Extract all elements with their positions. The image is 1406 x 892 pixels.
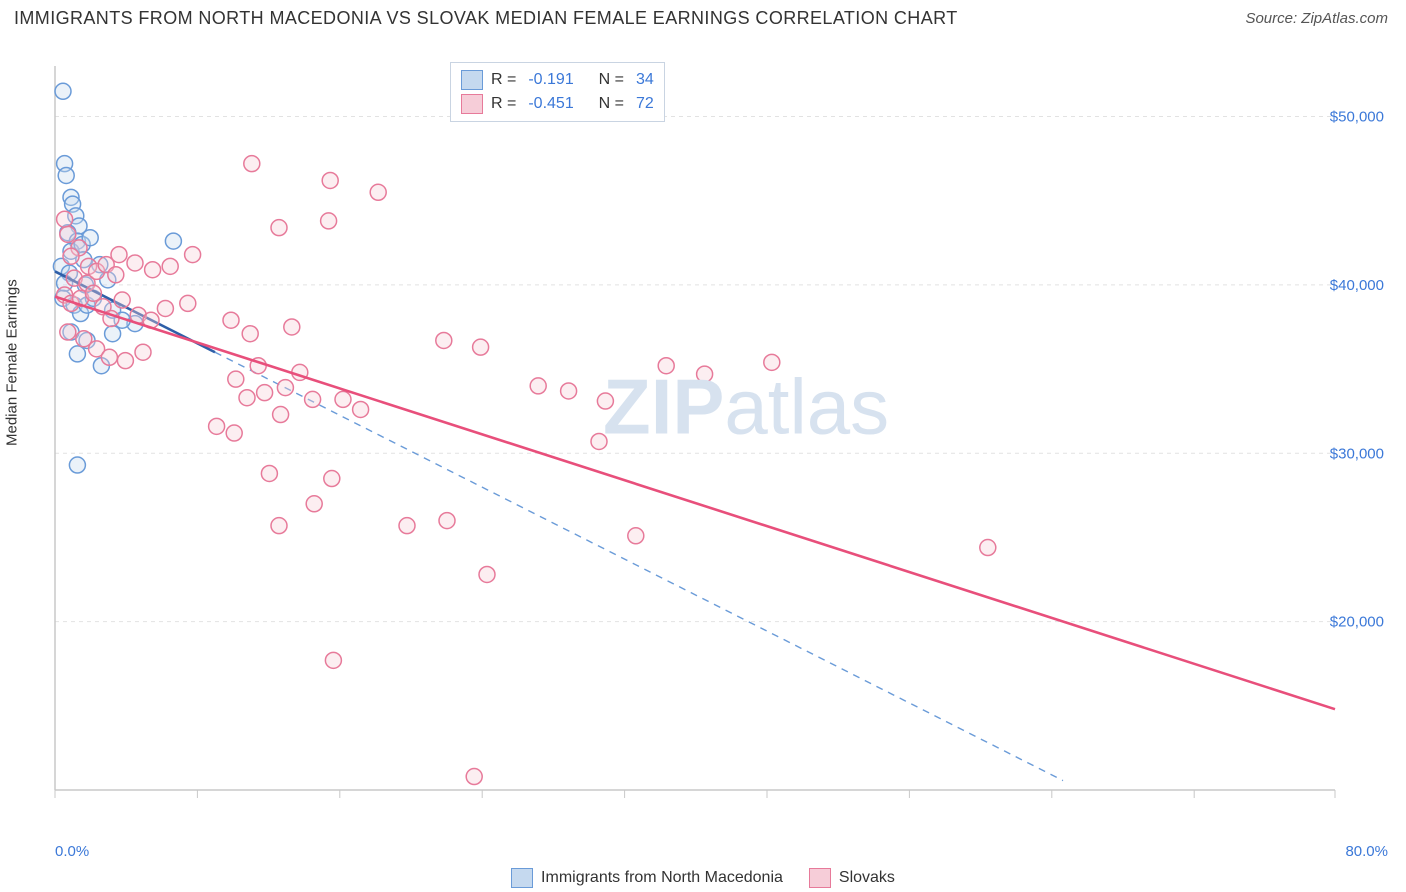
swatch-icon	[461, 70, 483, 90]
legend-item: Immigrants from North Macedonia	[511, 868, 783, 888]
swatch-icon	[461, 94, 483, 114]
title-bar: IMMIGRANTS FROM NORTH MACEDONIA VS SLOVA…	[0, 0, 1406, 33]
x-axis-max-label: 80.0%	[1345, 843, 1388, 860]
svg-text:$20,000: $20,000	[1330, 614, 1384, 631]
legend-stats-row: R = -0.451 N = 72	[461, 92, 654, 116]
svg-text:$30,000: $30,000	[1330, 445, 1384, 462]
swatch-icon	[809, 868, 831, 888]
legend-stats-row: R = -0.191 N = 34	[461, 68, 654, 92]
legend-stats: R = -0.191 N = 34 R = -0.451 N = 72	[450, 62, 665, 122]
legend-item: Slovaks	[809, 868, 895, 888]
svg-text:$40,000: $40,000	[1330, 277, 1384, 294]
svg-text:$50,000: $50,000	[1330, 109, 1384, 126]
scatter-chart: $20,000 $30,000 $40,000 $50,000	[45, 60, 1390, 830]
legend-series: Immigrants from North Macedonia Slovaks	[0, 868, 1406, 888]
chart-title: IMMIGRANTS FROM NORTH MACEDONIA VS SLOVA…	[14, 8, 958, 29]
x-axis-min-label: 0.0%	[55, 843, 89, 860]
source-label: Source: ZipAtlas.com	[1245, 10, 1388, 27]
plot-area: $20,000$30,000$40,000$50,000 ZIPatlas	[45, 60, 1390, 830]
y-axis-label: Median Female Earnings	[4, 279, 21, 446]
swatch-icon	[511, 868, 533, 888]
